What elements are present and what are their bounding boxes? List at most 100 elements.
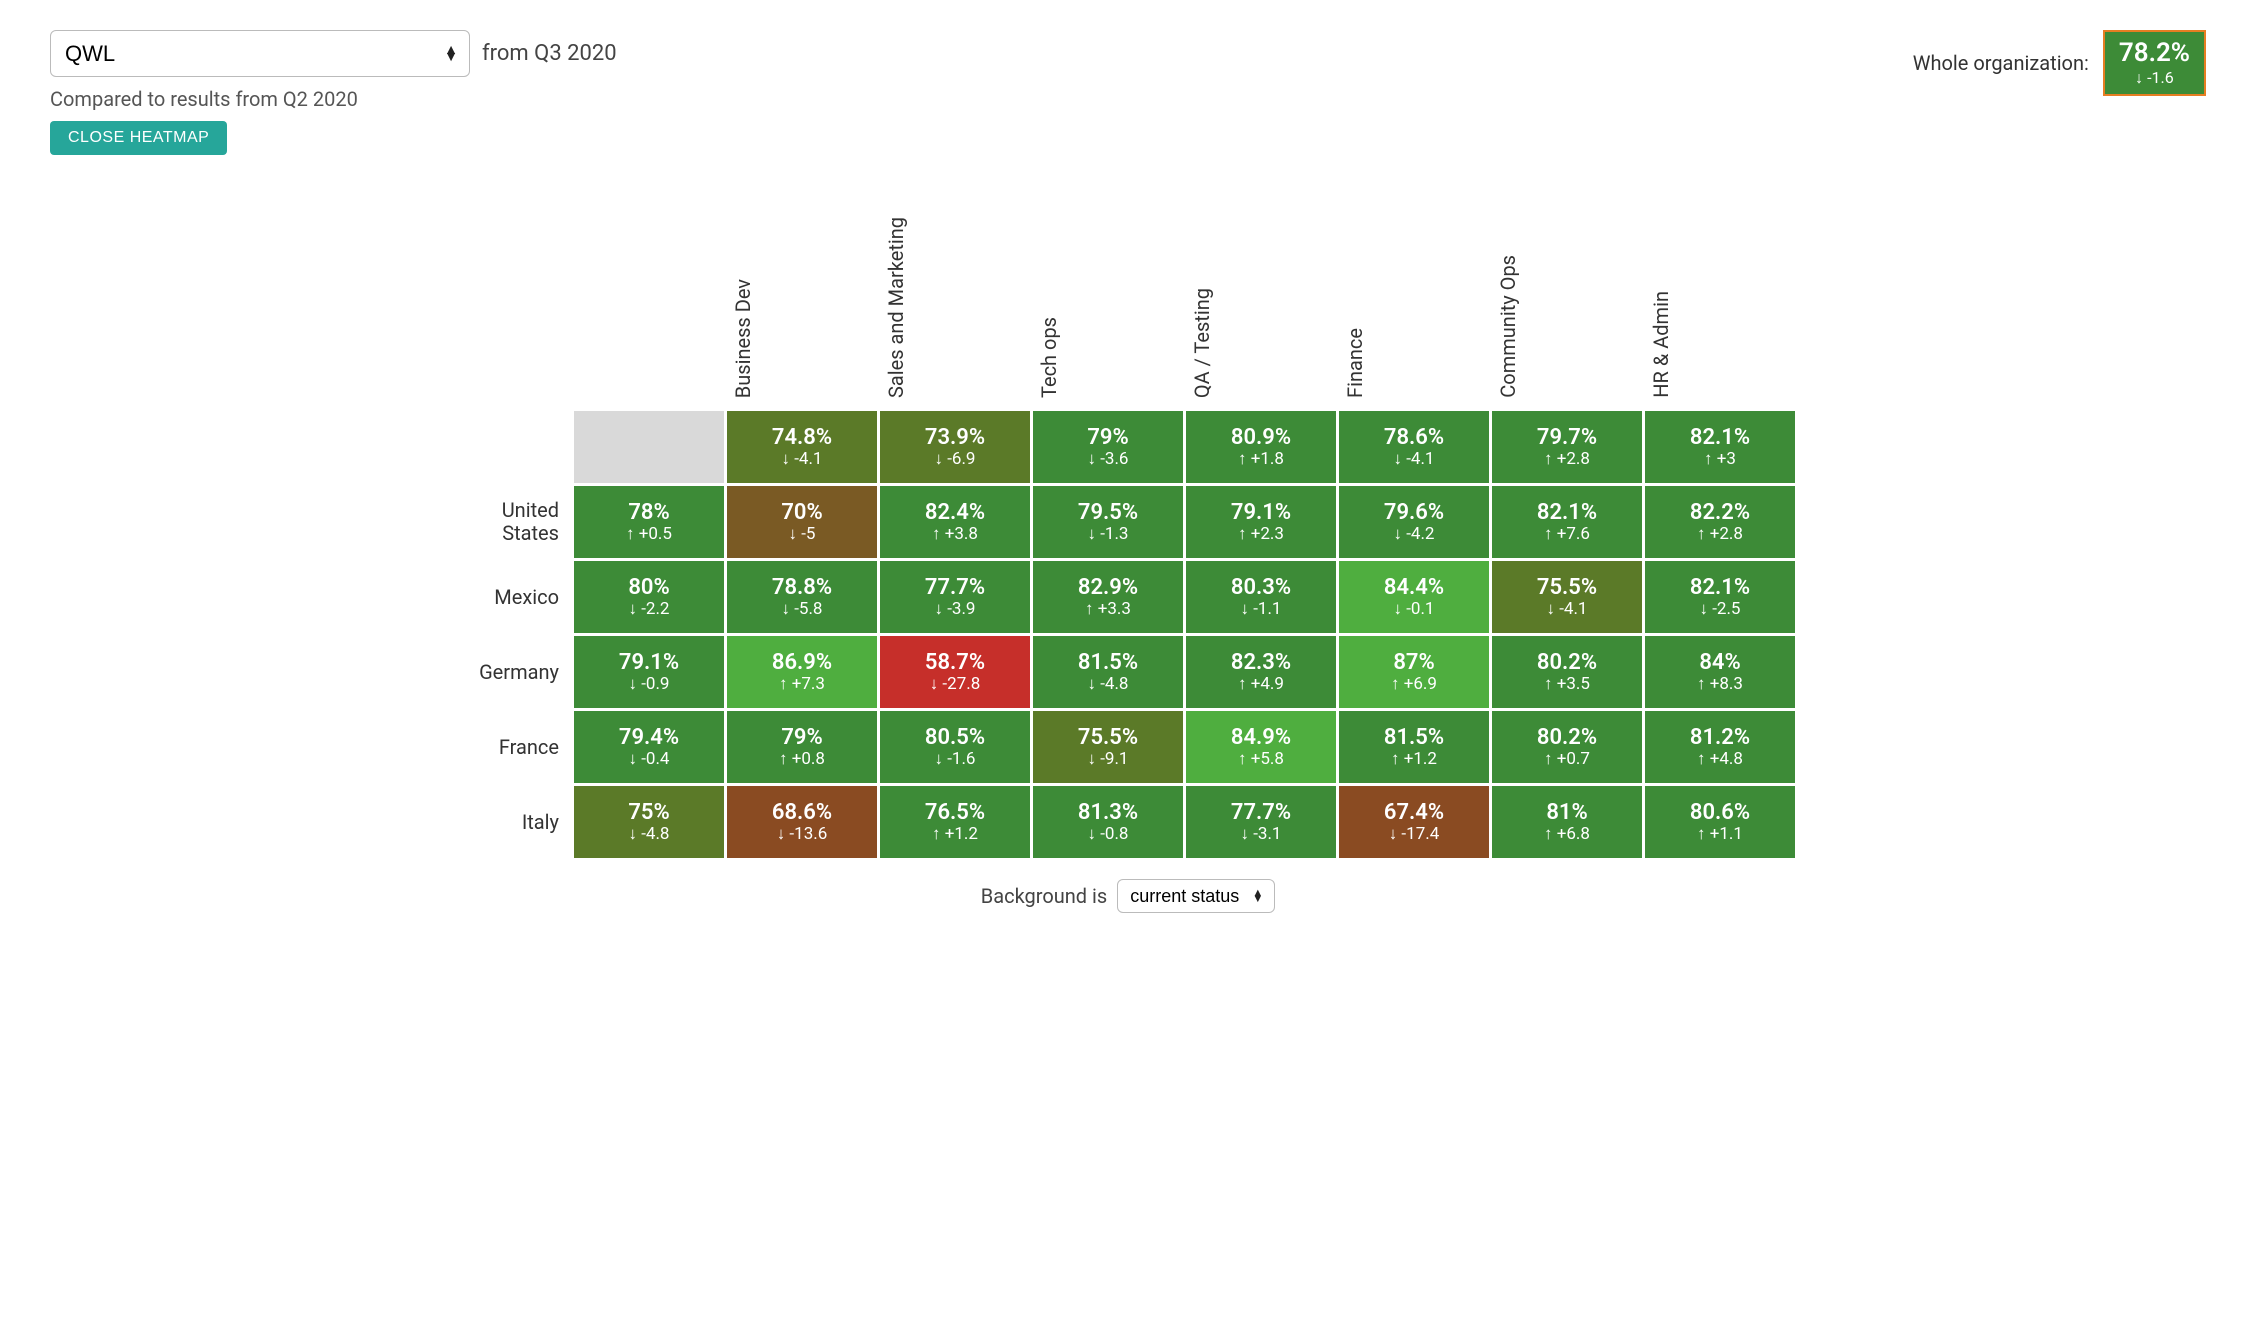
cell-value: 79.7% [1496,426,1638,450]
heatmap-cell[interactable]: 82.3%↑ +4.9 [1186,636,1336,708]
heatmap-cell[interactable]: 82.9%↑ +3.3 [1033,561,1183,633]
heatmap-cell[interactable]: 79.1%↓ -0.9 [574,636,724,708]
heatmap-cell[interactable]: 77.7%↓ -3.1 [1186,786,1336,858]
heatmap-cell[interactable]: 79.4%↓ -0.4 [574,711,724,783]
cell-value: 79.1% [578,651,720,675]
heatmap-cell[interactable]: 86.9%↑ +7.3 [727,636,877,708]
cell-value: 79% [1037,426,1179,450]
row-header[interactable]: Germany [461,636,571,708]
heatmap-cell[interactable]: 80.2%↑ +3.5 [1492,636,1642,708]
top-bar: QWL ▲▼ from Q3 2020 Compared to results … [50,30,2206,155]
heatmap-cell[interactable]: 80.2%↑ +0.7 [1492,711,1642,783]
cell-value: 82.1% [1649,426,1791,450]
heatmap-cell[interactable]: 80.6%↑ +1.1 [1645,786,1795,858]
heatmap-cell[interactable]: 67.4%↓ -17.4 [1339,786,1489,858]
cell-value: 79.1% [1190,501,1332,525]
cell-delta: ↑ +2.3 [1190,525,1332,544]
heatmap-cell[interactable]: 81.2%↑ +4.8 [1645,711,1795,783]
heatmap-cell[interactable]: 70%↓ -5 [727,486,877,558]
cell-delta: ↓ -3.9 [884,600,1026,619]
cell-value: 78.8% [731,576,873,600]
column-header[interactable]: Tech ops [1033,188,1183,408]
close-heatmap-button[interactable]: CLOSE HEATMAP [50,121,227,155]
heatmap-cell[interactable]: 78.6%↓ -4.1 [1339,411,1489,483]
heatmap-cell[interactable]: 79.7%↑ +2.8 [1492,411,1642,483]
whole-org-value: 78.2% [2119,38,2190,68]
heatmap-cell[interactable]: 77.7%↓ -3.9 [880,561,1030,633]
column-header[interactable]: Sales and Marketing [880,188,1030,408]
heatmap-cell[interactable]: 81.5%↓ -4.8 [1033,636,1183,708]
column-header[interactable]: Community Ops [1492,188,1642,408]
cell-delta: ↑ +4.9 [1190,675,1332,694]
heatmap-cell[interactable]: 82.2%↑ +2.8 [1645,486,1795,558]
row-header[interactable]: United States [461,486,571,558]
background-select-wrap: current status ▲▼ [1117,879,1275,913]
heatmap-cell[interactable]: 79%↓ -3.6 [1033,411,1183,483]
background-select[interactable]: current status [1117,879,1275,913]
heatmap-cell[interactable]: 81.3%↓ -0.8 [1033,786,1183,858]
cell-delta: ↑ +6.8 [1496,825,1638,844]
cell-delta: ↓ -2.5 [1649,600,1791,619]
cell-value: 79.5% [1037,501,1179,525]
heatmap-cell[interactable]: 81.5%↑ +1.2 [1339,711,1489,783]
cell-delta: ↓ -1.3 [1037,525,1179,544]
heatmap-cell[interactable]: 79%↑ +0.8 [727,711,877,783]
heatmap-cell[interactable]: 81%↑ +6.8 [1492,786,1642,858]
heatmap-cell[interactable]: 80.3%↓ -1.1 [1186,561,1336,633]
cell-value: 77.7% [884,576,1026,600]
heatmap-cell[interactable]: 75.5%↓ -9.1 [1033,711,1183,783]
cell-delta: ↓ -0.1 [1343,600,1485,619]
cell-value: 67.4% [1343,801,1485,825]
cell-delta: ↑ +5.8 [1190,750,1332,769]
row-header[interactable]: France [461,711,571,783]
cell-delta: ↑ +1.2 [884,825,1026,844]
cell-value: 80.9% [1190,426,1332,450]
cell-delta: ↑ +1.2 [1343,750,1485,769]
column-header[interactable]: QA / Testing [1186,188,1336,408]
heatmap-cell[interactable]: 75%↓ -4.8 [574,786,724,858]
cell-delta: ↓ -13.6 [731,825,873,844]
heatmap-cell[interactable]: 84%↑ +8.3 [1645,636,1795,708]
cell-delta: ↓ -0.9 [578,675,720,694]
heatmap-cell[interactable]: 79.6%↓ -4.2 [1339,486,1489,558]
heatmap-cell[interactable]: 79.1%↑ +2.3 [1186,486,1336,558]
column-header[interactable]: Finance [1339,188,1489,408]
heatmap-cell[interactable]: 82.1%↓ -2.5 [1645,561,1795,633]
cell-value: 84.9% [1190,726,1332,750]
heatmap-cell[interactable]: 73.9%↓ -6.9 [880,411,1030,483]
heatmap-cell[interactable]: 76.5%↑ +1.2 [880,786,1030,858]
heatmap-cell[interactable]: 82.1%↑ +7.6 [1492,486,1642,558]
blank-cell [574,411,724,483]
column-header[interactable]: HR & Admin [1645,188,1795,408]
row-header[interactable]: Mexico [461,561,571,633]
heatmap-cell[interactable]: 58.7%↓ -27.8 [880,636,1030,708]
heatmap-cell[interactable]: 78%↑ +0.5 [574,486,724,558]
heatmap-cell[interactable]: 82.4%↑ +3.8 [880,486,1030,558]
heatmap-cell[interactable]: 79.5%↓ -1.3 [1033,486,1183,558]
heatmap-cell[interactable]: 80.9%↑ +1.8 [1186,411,1336,483]
cell-value: 80.6% [1649,801,1791,825]
cell-value: 81% [1496,801,1638,825]
heatmap-cell[interactable]: 75.5%↓ -4.1 [1492,561,1642,633]
heatmap-cell[interactable]: 78.8%↓ -5.8 [727,561,877,633]
compared-label: Compared to results from Q2 2020 [50,87,1913,111]
heatmap-cell[interactable]: 84.4%↓ -0.1 [1339,561,1489,633]
cell-delta: ↑ +1.8 [1190,450,1332,469]
cell-value: 84% [1649,651,1791,675]
heatmap-cell[interactable]: 84.9%↑ +5.8 [1186,711,1336,783]
heatmap-cell[interactable]: 80.5%↓ -1.6 [880,711,1030,783]
cell-delta: ↓ -1.6 [884,750,1026,769]
cell-value: 82.4% [884,501,1026,525]
cell-delta: ↓ -6.9 [884,450,1026,469]
heatmap-cell[interactable]: 82.1%↑ +3 [1645,411,1795,483]
heatmap-cell[interactable]: 87%↑ +6.9 [1339,636,1489,708]
cell-value: 82.1% [1496,501,1638,525]
cell-delta: ↓ -1.1 [1190,600,1332,619]
heatmap-cell[interactable]: 80%↓ -2.2 [574,561,724,633]
heatmap-cell[interactable]: 74.8%↓ -4.1 [727,411,877,483]
metric-select[interactable]: QWL [50,30,470,77]
cell-value: 82.3% [1190,651,1332,675]
column-header[interactable]: Business Dev [727,188,877,408]
row-header[interactable]: Italy [461,786,571,858]
heatmap-cell[interactable]: 68.6%↓ -13.6 [727,786,877,858]
